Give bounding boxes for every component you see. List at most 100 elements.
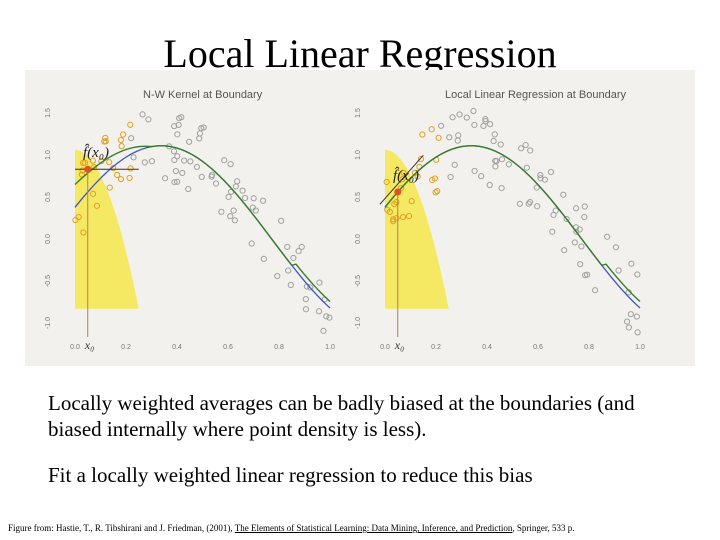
data-point: [221, 157, 228, 164]
data-point: [383, 178, 390, 186]
data-point: [391, 200, 398, 208]
data-point: [186, 138, 193, 145]
data-point: [405, 213, 413, 220]
data-point: [526, 198, 534, 206]
x-tick-label: 0.4: [172, 344, 182, 351]
body-paragraph-1: Locally weighted averages can be badly b…: [48, 391, 635, 441]
data-point: [175, 121, 182, 129]
data-point: [130, 154, 137, 161]
data-point: [326, 314, 333, 321]
data-point: [102, 134, 109, 141]
data-point: [196, 135, 203, 142]
data-point: [522, 141, 529, 149]
body-paragraph-2: Fit a locally weighted linear regression…: [48, 463, 533, 487]
data-point: [432, 189, 439, 196]
data-point: [120, 131, 127, 138]
data-point: [285, 267, 292, 274]
data-point: [93, 202, 101, 209]
data-point: [417, 155, 425, 163]
data-point: [561, 247, 568, 254]
citation-prefix: Figure from: Hastie, T., R. Tibshirani a…: [8, 523, 235, 533]
data-point: [549, 228, 556, 235]
data-point: [628, 260, 635, 267]
data-point: [139, 111, 146, 118]
data-point: [390, 216, 397, 223]
data-point: [232, 183, 239, 190]
data-point: [498, 156, 506, 163]
data-point: [456, 111, 463, 118]
data-point: [389, 218, 397, 225]
x-tick-label: 0.0: [380, 344, 390, 351]
data-point: [471, 167, 478, 175]
data-point: [316, 279, 323, 286]
data-point: [174, 131, 181, 138]
data-point: [101, 138, 108, 145]
data-point: [302, 306, 310, 313]
data-point: [446, 134, 453, 141]
data-point: [227, 161, 234, 168]
data-point: [198, 173, 205, 181]
data-point: [604, 233, 611, 240]
data-point: [478, 173, 485, 180]
data-point: [315, 308, 323, 315]
data-point: [170, 148, 178, 155]
data-point: [172, 167, 179, 175]
data-point: [298, 243, 305, 251]
y-tick-label: -0.5: [355, 275, 362, 287]
data-point: [482, 116, 489, 123]
data-point: [634, 329, 641, 336]
x-tick-label: 0.6: [223, 344, 233, 351]
y-tick-label: 1.0: [45, 150, 52, 160]
data-point: [449, 114, 456, 121]
data-point: [141, 159, 148, 166]
data-point: [627, 311, 634, 318]
fit-value-label: f̂(x₀): [393, 167, 419, 184]
data-point: [414, 173, 421, 180]
figure-citation: Figure from: Hastie, T., R. Tibshirani a…: [8, 522, 575, 534]
data-point: [179, 169, 186, 177]
data-point: [435, 134, 442, 141]
data-point: [581, 213, 588, 221]
data-point: [89, 190, 97, 197]
panel-title: N-W Kernel at Boundary: [143, 89, 263, 101]
data-point: [162, 175, 169, 182]
data-point: [274, 272, 281, 280]
data-point: [419, 131, 426, 138]
data-point: [278, 217, 285, 224]
data-point: [284, 243, 291, 251]
figure-plots: N-W Kernel at Boundary f̂(x₀) 1.5 1.0 0.5 0.0…: [45, 89, 645, 352]
fitted-curve: [384, 145, 641, 303]
data-point: [127, 165, 134, 172]
data-point: [173, 178, 181, 185]
data-point: [250, 195, 257, 202]
data-point: [212, 180, 220, 187]
data-point: [239, 187, 246, 194]
data-point: [260, 255, 267, 263]
data-point: [171, 179, 178, 186]
y-tick-label: 0.0: [45, 234, 52, 244]
data-point: [498, 185, 505, 192]
x-tick-label: 1.0: [325, 344, 335, 351]
data-point: [428, 126, 435, 133]
x-tick-label: 0.2: [121, 344, 131, 351]
data-point: [227, 213, 234, 220]
figure: N-W Kernel at Boundary f̂(x₀) 1.5 1.0 0.5 0.0…: [25, 70, 695, 366]
data-point: [307, 284, 314, 291]
data-point: [234, 178, 241, 185]
data-point: [492, 163, 499, 170]
data-point: [527, 147, 534, 154]
data-point: [393, 215, 400, 222]
data-point: [89, 157, 97, 164]
data-point: [490, 137, 497, 145]
citation-suffix: , Springer, 533 p.: [512, 523, 575, 533]
data-point: [114, 171, 121, 178]
fit-value-label: f̂(x₀): [83, 144, 109, 161]
data-point: [584, 271, 591, 278]
data-point: [145, 116, 152, 123]
y-tick-label: 0.5: [45, 192, 52, 202]
data-point: [447, 173, 454, 181]
x-tick-label: 1.0: [635, 344, 645, 351]
data-point: [429, 176, 436, 184]
x-tick-label: 0.0: [70, 344, 80, 351]
data-point: [577, 261, 584, 268]
